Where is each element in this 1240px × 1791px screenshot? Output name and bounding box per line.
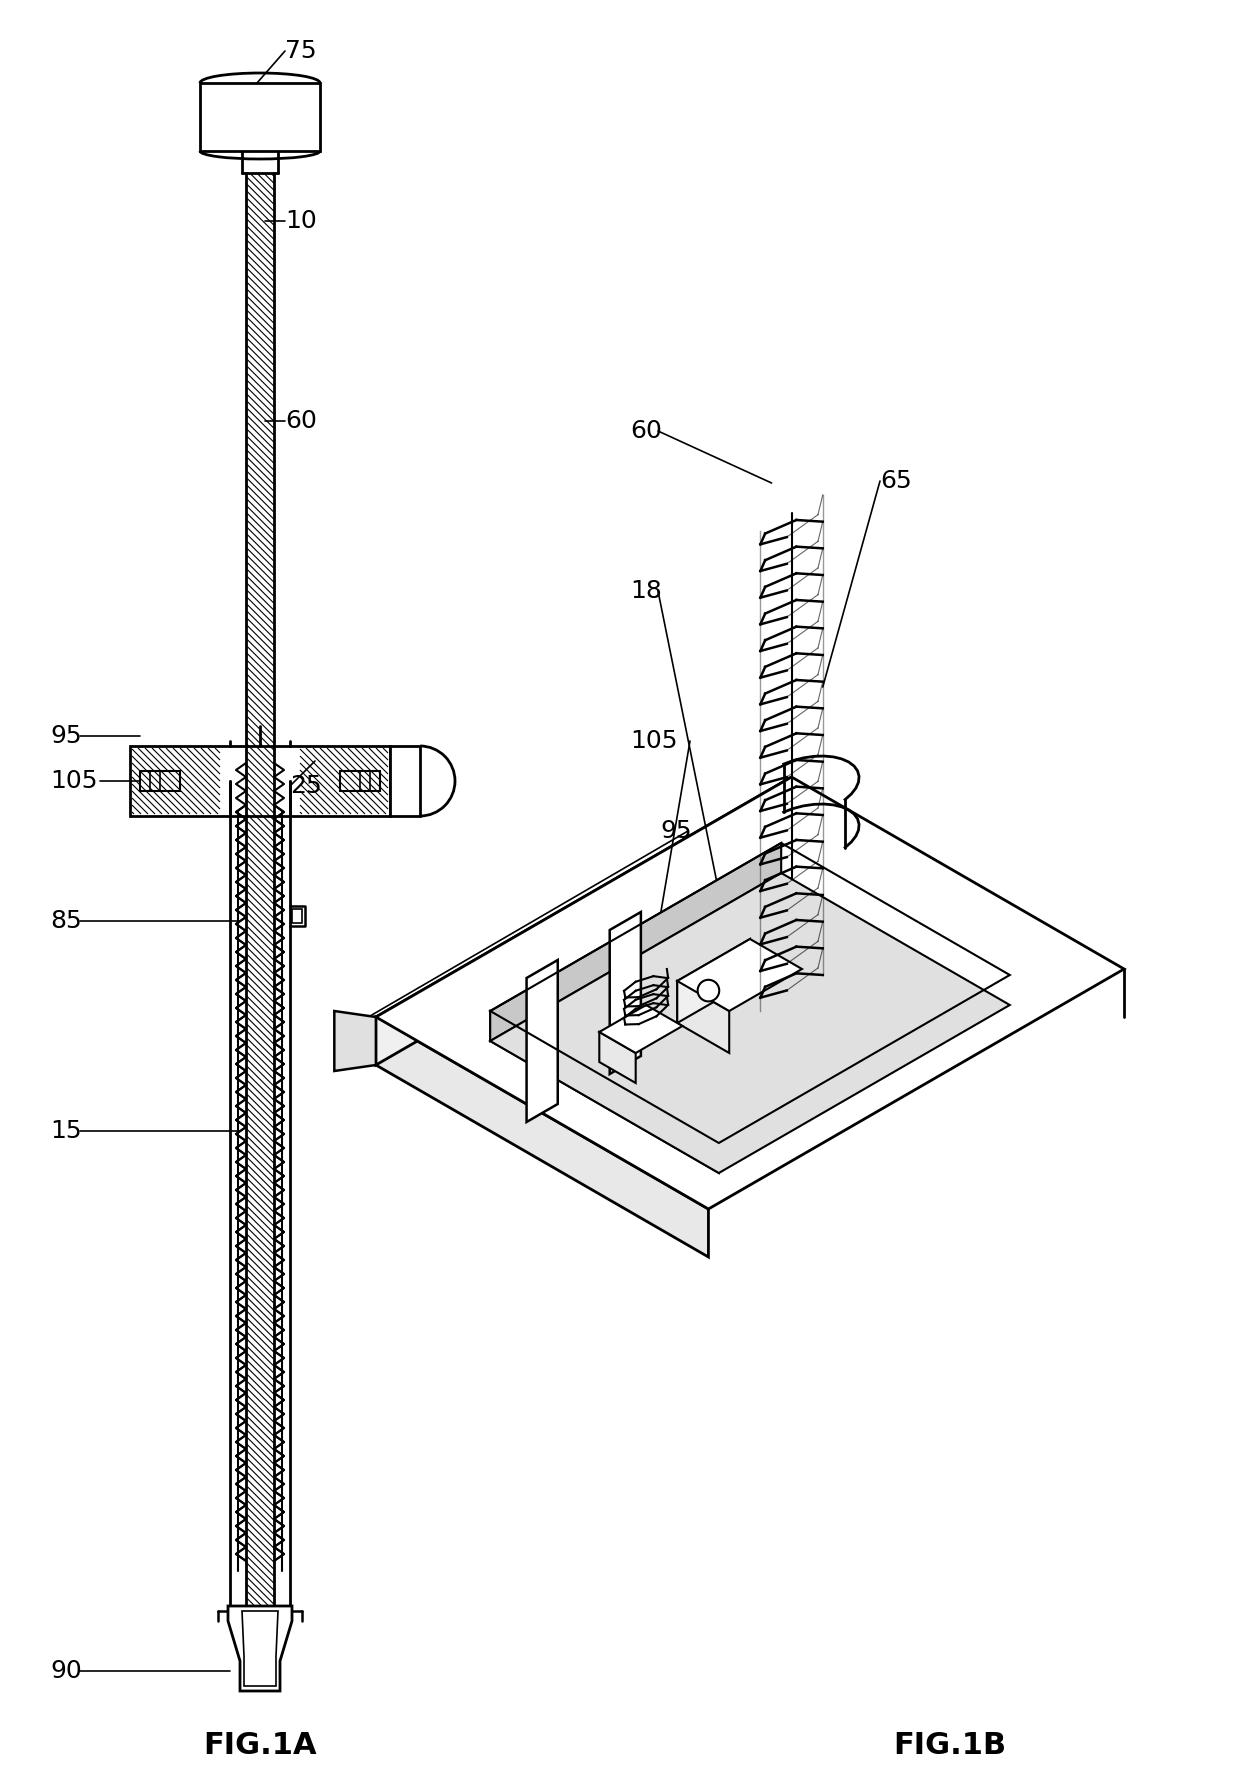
Polygon shape — [490, 1010, 719, 1173]
Polygon shape — [490, 872, 1009, 1173]
Text: FIG.1B: FIG.1B — [894, 1732, 1007, 1761]
Text: 90: 90 — [50, 1658, 82, 1684]
Text: 25: 25 — [290, 774, 321, 799]
Polygon shape — [610, 912, 641, 1075]
Polygon shape — [228, 1607, 291, 1691]
Polygon shape — [677, 938, 802, 1010]
Text: FIG.1A: FIG.1A — [203, 1732, 316, 1761]
Text: 105: 105 — [50, 768, 98, 793]
Text: 95: 95 — [660, 818, 692, 844]
Text: 60: 60 — [285, 408, 317, 433]
Bar — [246, 174, 274, 1607]
Polygon shape — [599, 1032, 636, 1084]
Text: 75: 75 — [285, 39, 316, 63]
Polygon shape — [376, 777, 791, 1066]
Text: 95: 95 — [50, 724, 82, 749]
Bar — [340, 770, 379, 792]
Text: 85: 85 — [50, 910, 82, 933]
Polygon shape — [335, 1010, 376, 1071]
Polygon shape — [677, 981, 729, 1053]
Text: 10: 10 — [285, 210, 316, 233]
Bar — [391, 747, 420, 817]
Text: 18: 18 — [630, 578, 662, 604]
Text: 105: 105 — [630, 729, 677, 752]
Polygon shape — [599, 1005, 682, 1053]
Bar — [130, 747, 391, 817]
Polygon shape — [677, 938, 750, 1023]
Polygon shape — [200, 82, 320, 150]
Polygon shape — [490, 844, 781, 1041]
Bar — [300, 749, 388, 813]
Bar — [392, 749, 420, 813]
Circle shape — [698, 980, 719, 1001]
Bar — [202, 82, 317, 149]
Text: 15: 15 — [50, 1119, 82, 1143]
Bar — [131, 749, 219, 813]
Polygon shape — [376, 1017, 708, 1257]
Text: 65: 65 — [880, 469, 911, 493]
Polygon shape — [527, 960, 558, 1121]
Polygon shape — [376, 777, 1125, 1209]
Text: 60: 60 — [630, 419, 662, 442]
Bar — [140, 770, 180, 792]
